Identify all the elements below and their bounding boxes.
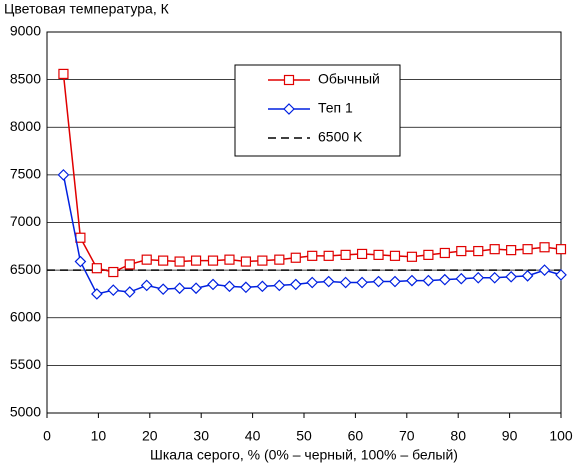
marker	[506, 245, 517, 256]
x-tick-label: 100	[549, 428, 573, 444]
legend-box	[234, 64, 401, 157]
marker	[240, 256, 252, 267]
marker	[322, 275, 335, 288]
series-line	[62, 174, 562, 295]
marker	[158, 255, 169, 266]
marker	[207, 255, 219, 266]
y-tick-label: 6000	[10, 308, 41, 324]
marker	[306, 276, 319, 289]
marker	[289, 278, 302, 291]
x-tick-label: 70	[399, 428, 415, 444]
x-tick-label: 20	[142, 428, 158, 444]
marker	[555, 269, 567, 281]
marker	[422, 274, 435, 287]
marker	[406, 251, 418, 262]
marker	[273, 279, 286, 292]
x-tick-label: 60	[348, 428, 364, 444]
legend-label: 6500 K	[318, 129, 363, 145]
marker	[91, 263, 102, 274]
marker	[123, 286, 136, 298]
x-tick-label: 10	[91, 428, 107, 444]
marker	[455, 272, 468, 285]
legend-label: Обычный	[318, 71, 380, 87]
x-tick-label: 0	[43, 428, 51, 444]
marker	[157, 283, 170, 296]
x-tick-label: 80	[450, 428, 466, 444]
plot-border	[46, 31, 562, 414]
marker	[521, 269, 534, 282]
y-tick-label: 6500	[10, 261, 41, 277]
legend-marker	[283, 103, 295, 115]
marker	[538, 264, 551, 276]
marker	[75, 232, 86, 243]
marker	[340, 249, 351, 260]
x-tick-label: 40	[245, 428, 261, 444]
chart-title: Цветовая температура, К	[4, 1, 170, 17]
marker	[356, 276, 368, 289]
y-tick-label: 5500	[10, 356, 41, 372]
y-tick-label: 8000	[10, 118, 41, 134]
marker	[124, 259, 135, 270]
marker	[256, 280, 269, 293]
marker	[389, 250, 401, 261]
marker	[339, 276, 352, 289]
marker	[207, 278, 219, 291]
marker	[141, 254, 152, 265]
marker	[290, 252, 301, 263]
marker	[472, 271, 485, 284]
marker	[439, 247, 450, 259]
marker	[389, 275, 401, 288]
marker	[356, 248, 368, 260]
x-tick-label: 90	[502, 428, 518, 444]
marker	[522, 244, 533, 255]
y-tick-label: 5000	[10, 404, 41, 420]
marker	[57, 169, 70, 181]
marker	[223, 280, 236, 293]
y-tick-label: 7000	[10, 213, 41, 229]
y-tick-label: 7500	[10, 166, 41, 182]
marker	[539, 242, 550, 253]
marker	[406, 274, 418, 287]
marker	[58, 68, 69, 80]
marker	[489, 244, 500, 255]
marker	[240, 281, 252, 294]
legend-marker	[283, 74, 295, 86]
marker	[438, 273, 451, 286]
legend-label: Теп 1	[318, 100, 353, 116]
marker	[473, 245, 484, 257]
marker	[174, 256, 185, 267]
marker	[140, 279, 153, 292]
marker	[373, 249, 384, 260]
marker	[173, 282, 186, 295]
marker	[107, 284, 120, 296]
y-tick-label: 8500	[10, 70, 41, 86]
marker	[108, 266, 119, 278]
marker	[372, 275, 385, 288]
marker	[488, 271, 501, 284]
marker	[555, 244, 567, 255]
marker	[423, 249, 434, 260]
x-tick-label: 50	[296, 428, 312, 444]
marker	[190, 255, 202, 266]
marker	[274, 254, 285, 265]
marker	[224, 254, 235, 265]
marker	[505, 270, 517, 283]
marker	[307, 250, 318, 261]
marker	[74, 255, 87, 268]
x-axis-label: Шкала серого, % (0% – черный, 100% – бел…	[150, 447, 458, 463]
x-tick-label: 30	[193, 428, 209, 444]
marker	[323, 250, 334, 261]
marker	[257, 255, 268, 266]
marker	[190, 282, 202, 295]
marker	[456, 245, 467, 257]
y-tick-label: 9000	[10, 23, 41, 39]
marker	[91, 288, 103, 300]
